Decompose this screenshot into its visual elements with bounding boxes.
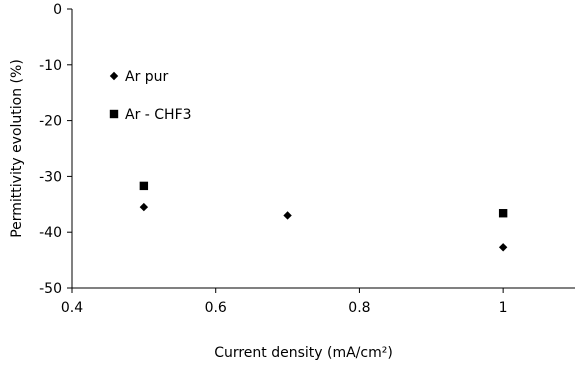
plot-area: 0 -10 -20 -30 -40 -50 0.4 0.6 0.8 1 — [39, 2, 575, 316]
data-point-square — [498, 209, 508, 218]
legend-label: Ar - CHF3 — [125, 107, 192, 123]
x-tick-label: 1 — [499, 300, 508, 316]
y-tick-label: -20 — [39, 114, 62, 130]
y-tick-label: 0 — [53, 2, 62, 18]
x-axis-ticks: 0.4 0.6 0.8 1 — [61, 288, 508, 316]
legend: Ar pur Ar - CHF3 — [109, 69, 192, 123]
legend-marker-diamond — [109, 71, 119, 81]
y-axis-ticks: 0 -10 -20 -30 -40 -50 — [39, 2, 72, 297]
data-point-diamond — [283, 211, 292, 220]
legend-marker-square — [109, 109, 119, 119]
y-axis-title: Permittivity evolution (%) — [9, 59, 25, 238]
data-markers — [139, 181, 508, 252]
y-tick-label: -40 — [39, 225, 62, 241]
data-point-square — [139, 181, 149, 191]
x-tick-label: 0.8 — [348, 300, 370, 316]
x-axis-title: Current density (mA/cm²) — [214, 345, 393, 361]
data-point-diamond — [139, 202, 149, 212]
data-point-diamond — [498, 243, 508, 252]
x-tick-label: 0.6 — [205, 300, 227, 316]
y-tick-label: -50 — [39, 281, 62, 297]
x-tick-label: 0.4 — [61, 300, 83, 316]
legend-label: Ar pur — [125, 69, 169, 85]
y-tick-label: -30 — [39, 169, 62, 185]
y-tick-label: -10 — [39, 58, 62, 74]
